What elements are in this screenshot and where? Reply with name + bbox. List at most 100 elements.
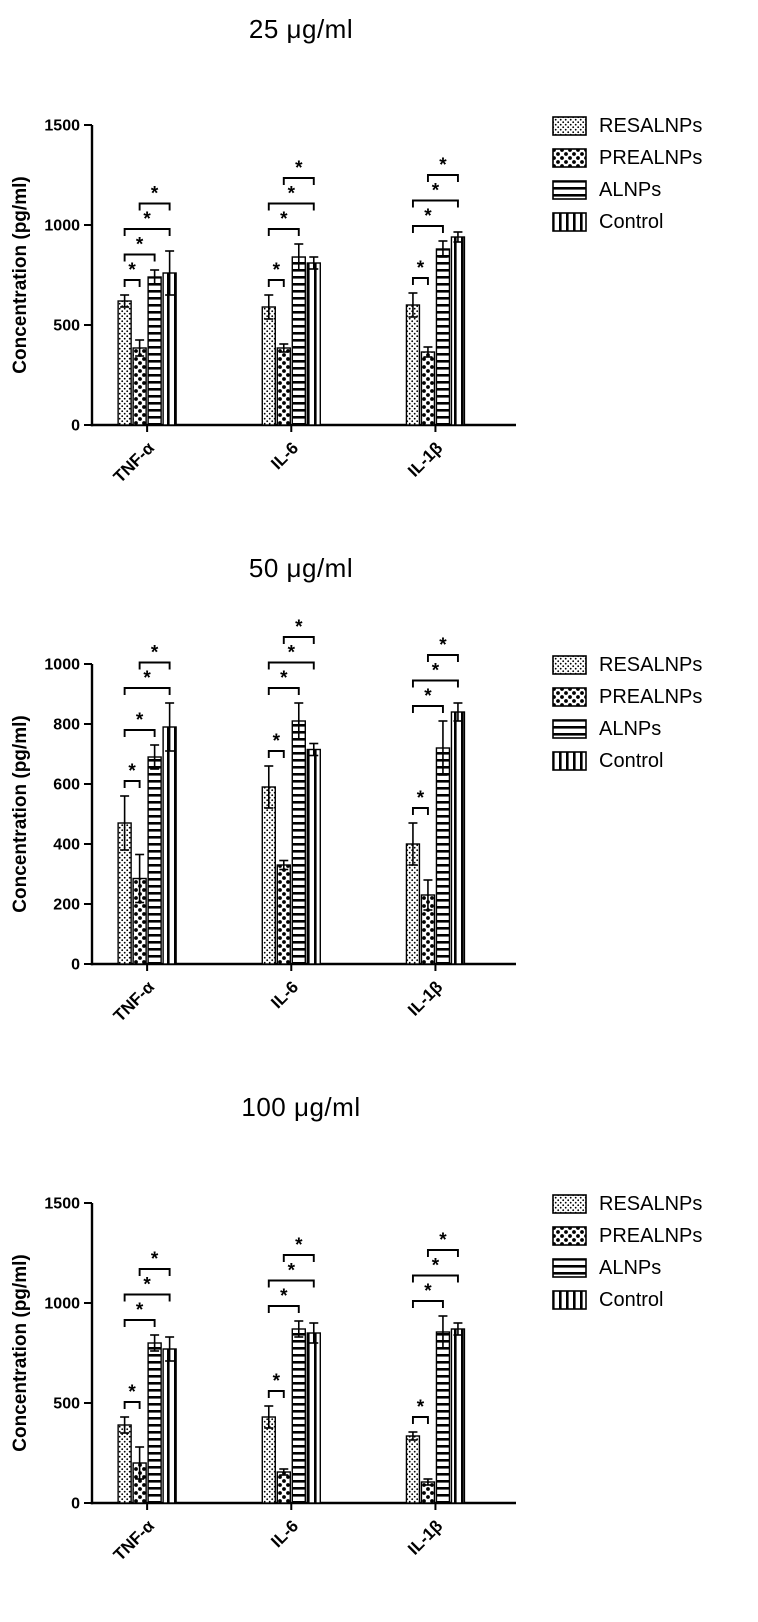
legend-label: RESALNPs: [599, 654, 703, 676]
significance-star: *: [432, 661, 440, 682]
legend-item: Control: [552, 1289, 702, 1312]
legend-swatch-icon: [552, 148, 587, 168]
significance-bracket: [411, 807, 429, 815]
y-tick-label: 400: [53, 837, 80, 854]
bar-chart: 0 500 1000 1500 TNF-α * * * * IL-6 * * * * IL-1β * * * * Co…: [6, 45, 526, 523]
significance-bracket: [411, 1300, 444, 1308]
bar: [291, 1328, 306, 1504]
error-bar: [120, 1416, 130, 1434]
significance-bracket: [138, 1268, 171, 1276]
error-bar: [309, 742, 319, 757]
significance-star: *: [288, 643, 296, 664]
significance-bracket: [426, 654, 459, 662]
error-bar: [279, 1468, 289, 1476]
y-tick-label: 0: [71, 957, 80, 974]
legend-label: PREALNPs: [599, 147, 703, 169]
legend-label: Control: [599, 1289, 664, 1311]
chart-title: 25 μg/ml: [248, 14, 354, 44]
significance-star: *: [424, 206, 432, 227]
significance-bracket: [411, 679, 459, 688]
bar: [450, 711, 466, 965]
chart-column: 100 μg/ml 0 500 1000 1500 TNF-α * * * * IL-6 * * * * I…: [6, 1080, 526, 1601]
significance-bracket: [411, 225, 444, 233]
chart-panel-100ug: 100 μg/ml 0 500 1000 1500 TNF-α * * * * IL-6 * * * * I…: [0, 1080, 758, 1601]
error-bar: [438, 1315, 448, 1349]
bar-chart-svg: 02004006008001000TNF-α****IL-6****IL-1β*…: [10, 617, 516, 1026]
error-bar: [279, 343, 289, 353]
x-category-label: IL-1β: [404, 1516, 446, 1558]
significance-bracket: [426, 174, 459, 182]
error-bar: [264, 1405, 274, 1429]
bar: [405, 304, 421, 426]
legend-item: RESALNPs: [552, 1193, 702, 1216]
significance-bracket: [282, 636, 315, 644]
chart-title: 50 μg/ml: [248, 553, 354, 583]
bar: [450, 236, 466, 426]
y-axis-label: Concentration (pg/ml): [10, 1254, 31, 1451]
significance-bracket: [138, 661, 171, 670]
y-tick-label: 500: [53, 318, 80, 335]
significance-star: *: [151, 184, 159, 205]
bar: [117, 300, 132, 426]
error-bar: [294, 1320, 304, 1338]
legend-label: RESALNPs: [599, 115, 703, 137]
legend-swatch-icon: [552, 655, 587, 675]
significance-star: *: [143, 1275, 151, 1296]
legend-swatch-icon: [552, 1226, 587, 1246]
significance-bracket: [411, 199, 459, 208]
legend: RESALNPs PREALNPs ALNPs Control: [552, 1184, 702, 1321]
bar: [291, 720, 306, 965]
y-tick-label: 800: [53, 717, 80, 734]
legend-label: Control: [599, 750, 664, 772]
bar: [435, 1331, 451, 1504]
error-bar: [150, 269, 160, 285]
error-bar: [423, 879, 433, 911]
significance-star: *: [424, 686, 432, 707]
x-category-label: IL-1β: [404, 977, 446, 1019]
bar: [306, 262, 321, 426]
y-tick-label: 0: [71, 418, 80, 435]
significance-bracket: [267, 1305, 300, 1313]
significance-star: *: [424, 1281, 432, 1302]
significance-star: *: [439, 635, 447, 656]
error-bar: [453, 702, 463, 722]
legend-item: PREALNPs: [552, 686, 702, 709]
significance-star: *: [295, 617, 303, 638]
bar: [450, 1328, 466, 1504]
error-bar: [309, 256, 319, 270]
bar-chart: 0 500 1000 1500 TNF-α * * * * IL-6 * * * * IL-1β * * * * Co…: [6, 1123, 526, 1601]
significance-star: *: [128, 260, 136, 281]
x-category-label: IL-6: [267, 1516, 302, 1551]
error-bar: [453, 231, 463, 243]
y-tick-label: 0: [71, 1496, 80, 1513]
significance-bracket: [267, 202, 315, 211]
bar: [291, 256, 306, 426]
significance-star: *: [128, 1382, 136, 1403]
bar: [435, 248, 451, 426]
bar: [405, 1435, 421, 1504]
significance-star: *: [295, 1235, 303, 1256]
y-tick-label: 1000: [44, 218, 80, 235]
significance-star: *: [417, 258, 425, 279]
significance-bracket: [267, 279, 285, 287]
significance-bracket: [123, 253, 156, 262]
significance-bracket: [123, 228, 171, 236]
significance-bracket: [282, 177, 315, 185]
chart-column: 50 μg/ml 0 200 400 600 800 1000 TNF-α * * * * IL-6 *…: [6, 541, 526, 1062]
x-category-label: TNF-α: [110, 977, 159, 1026]
significance-star: *: [288, 184, 296, 205]
significance-star: *: [273, 260, 281, 281]
significance-bracket: [267, 1279, 315, 1288]
significance-star: *: [432, 181, 440, 202]
bar: [276, 864, 291, 965]
significance-star: *: [143, 209, 151, 230]
significance-bracket: [411, 1416, 429, 1424]
legend-swatch-icon: [552, 1258, 587, 1278]
error-bar: [165, 1336, 175, 1362]
legend: RESALNPs PREALNPs ALNPs Control: [552, 645, 702, 782]
error-bar: [135, 853, 145, 904]
chart-panel-25ug: 25 μg/ml 0 500 1000 1500 TNF-α * * * * IL-6 * * * * IL…: [0, 2, 758, 523]
significance-bracket: [267, 687, 300, 695]
error-bar: [408, 1431, 418, 1441]
y-axis-label: Concentration (pg/ml): [10, 176, 31, 373]
